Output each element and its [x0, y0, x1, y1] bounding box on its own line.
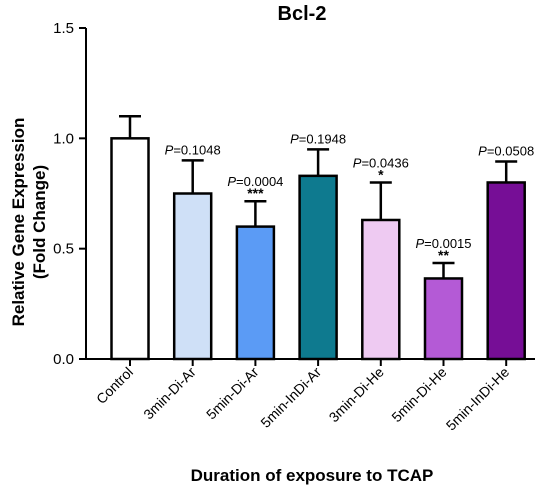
- bar-5min-indi-ar: [298, 174, 338, 361]
- p-value-text: =0.1948: [299, 131, 346, 146]
- bar-5min-di-ar: [235, 225, 276, 361]
- significance-stars: **: [438, 247, 449, 263]
- p-value-label: P=0.0015: [415, 236, 471, 251]
- y-ticks: 0.0 0.5 1.0 1.5: [53, 20, 86, 368]
- category-label: 5min-InDi-He: [443, 364, 513, 434]
- category-label: 5min-InDi-Ar: [257, 364, 324, 431]
- category-label: 5min-Di-Ar: [203, 364, 262, 423]
- y-axis-title: Relative Gene Expression (Fold Change): [9, 118, 49, 327]
- p-value-label: P=0.0508: [478, 144, 534, 159]
- y-axis-title-line1: Relative Gene Expression: [9, 118, 28, 327]
- p-value-text: =0.0004: [236, 174, 283, 189]
- p-value-prefix: P: [227, 174, 236, 189]
- p-value-label: P=0.0436: [353, 155, 409, 170]
- chart-title: Bcl-2: [278, 3, 327, 25]
- p-value-label: P=0.1948: [290, 131, 346, 146]
- significance-stars: ***: [247, 185, 264, 201]
- bar-3min-di-he: [361, 218, 401, 361]
- y-tick-label: 0.0: [53, 351, 74, 368]
- p-value-prefix: P: [165, 142, 174, 157]
- p-value-label: P=0.0004: [227, 174, 283, 189]
- p-value-prefix: P: [415, 236, 424, 251]
- y-tick-label: 1.5: [53, 20, 74, 37]
- bar-3min-di-ar: [172, 192, 213, 361]
- p-value-prefix: P: [353, 155, 362, 170]
- category-label: 3min-Di-Ar: [140, 364, 199, 423]
- significance-stars: *: [378, 166, 384, 182]
- p-value-prefix: P: [478, 144, 487, 159]
- y-tick-label: 1.0: [53, 130, 74, 147]
- category-label: 5min-Di-He: [388, 364, 450, 426]
- p-value-prefix: P: [290, 131, 299, 146]
- x-axis-title: Duration of exposure to TCAP: [191, 466, 434, 485]
- category-label: 3min-Di-He: [326, 364, 388, 426]
- p-value-text: =0.0436: [361, 155, 408, 170]
- bar-5min-indi-he: [486, 181, 526, 361]
- bar-5min-di-he: [423, 277, 464, 361]
- y-tick-label: 0.5: [53, 241, 74, 258]
- bars: P=0.1048***P=0.0004P=0.1948*P=0.0436**P=…: [110, 115, 534, 361]
- p-value-text: =0.0015: [424, 236, 471, 251]
- p-value-text: =0.0508: [487, 144, 534, 159]
- y-axis-title-line2: (Fold Change): [30, 165, 49, 279]
- p-value-label: P=0.1048: [165, 142, 221, 157]
- bar-control: [110, 137, 150, 361]
- category-label: Control: [93, 364, 136, 407]
- p-value-text: =0.1048: [173, 142, 220, 157]
